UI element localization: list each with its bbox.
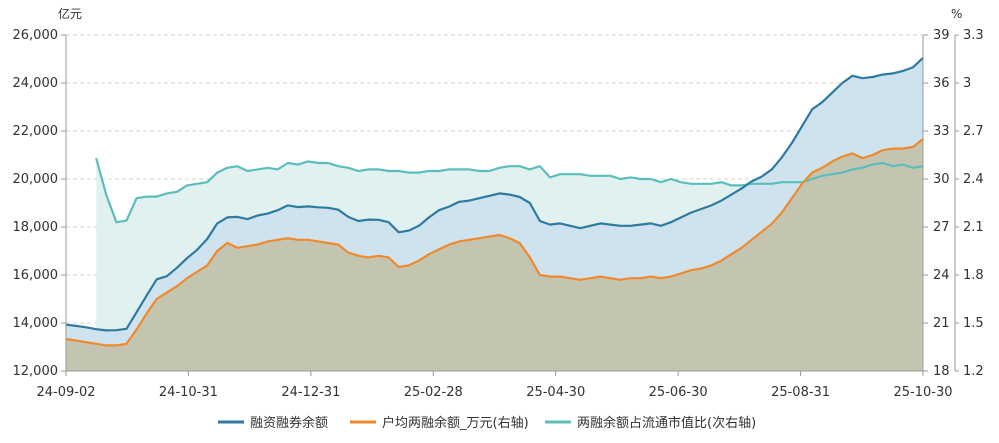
x-tick-label: 25-02-28 [404,385,463,400]
y-left-tick-label: 16,000 [13,268,59,283]
y-left-tick-label: 14,000 [13,316,59,331]
y-left-tick-label: 22,000 [13,124,59,139]
y-right2-tick-label: 1.2 [963,364,984,379]
y-right-tick-label: 27 [933,220,950,235]
y-right-tick-label: 18 [933,364,950,379]
y-right-tick-label: 39 [933,28,950,43]
legend-label: 户均两融余额_万元(右轴) [382,415,529,431]
axis-layer: 12,000 18 1.2 14,000 21 1.5 16,000 24 1.8 18,000 2… [13,28,984,400]
x-tick-label: 24-09-02 [36,385,95,400]
right-axis-unit: % [951,7,962,21]
y-right2-tick-label: 1.8 [963,268,984,283]
y-right2-tick-label: 2.4 [963,172,984,187]
series-line-2 [95,157,924,224]
x-tick-label: 25-04-30 [526,385,585,400]
y-left-tick-label: 24,000 [13,76,59,91]
legend: 融资融券余额 户均两融余额_万元(右轴) 两融余额占流通市值比(次右轴) [218,415,756,431]
y-right2-tick-label: 3 [963,76,971,91]
x-tick-label: 25-10-30 [893,385,952,400]
series-line-1 [65,138,924,347]
left-axis-unit: 亿元 [58,6,82,21]
x-tick-label: 24-10-31 [159,385,218,400]
x-tick-label: 24-12-31 [281,385,340,400]
area-layer [66,57,923,372]
y-right-tick-label: 21 [933,316,950,331]
legend-label: 两融余额占流通市值比(次右轴) [577,415,756,431]
y-right-tick-label: 33 [933,124,950,139]
y-right-tick-label: 24 [933,268,950,283]
y-right-tick-label: 36 [933,76,950,91]
x-tick-label: 25-06-30 [649,385,708,400]
series-area-1 [66,139,923,371]
y-left-tick-label: 12,000 [13,364,59,379]
y-left-tick-label: 20,000 [13,172,59,187]
y-right2-tick-label: 3.3 [963,28,984,43]
legend-label: 融资融券余额 [250,415,328,431]
y-right-tick-label: 30 [933,172,950,187]
x-tick-label: 25-08-31 [771,385,830,400]
y-right2-tick-label: 2.7 [963,124,984,139]
y-right2-tick-label: 1.5 [963,316,984,331]
series-line-0 [65,57,924,332]
y-right2-tick-label: 2.1 [963,220,984,235]
y-left-tick-label: 26,000 [13,28,59,43]
line-layer [65,57,924,347]
y-left-tick-label: 18,000 [13,220,59,235]
